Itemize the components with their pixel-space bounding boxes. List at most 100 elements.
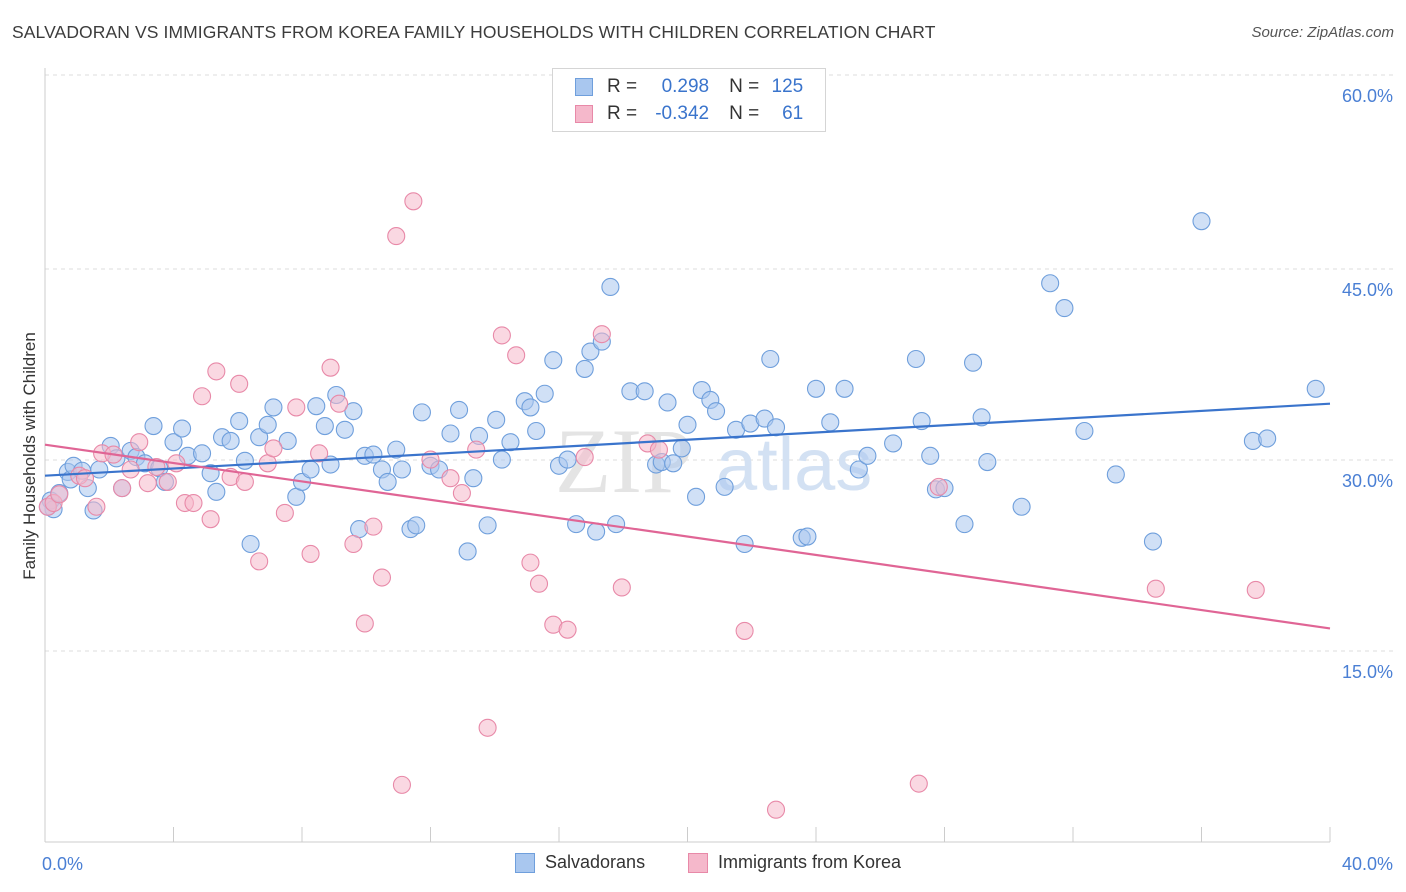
- bottom-legend-swatch-salvadorans: [515, 852, 535, 873]
- point-salvadoran: [821, 413, 840, 432]
- point-korea: [392, 775, 411, 794]
- point-korea: [235, 472, 254, 491]
- y-tick-label: 30.0%: [1342, 471, 1393, 491]
- point-korea: [310, 444, 329, 463]
- point-salvadoran: [278, 431, 297, 450]
- point-korea: [372, 568, 392, 587]
- y-tick-label: 15.0%: [1342, 662, 1393, 682]
- point-korea: [1246, 580, 1265, 599]
- point-salvadoran: [1192, 212, 1211, 231]
- point-salvadoran: [964, 353, 983, 372]
- point-salvadoran: [221, 431, 240, 450]
- point-korea: [264, 439, 283, 458]
- point-korea: [230, 374, 249, 393]
- point-salvadoran: [715, 477, 734, 496]
- bottom-legend-salvadorans: Salvadorans: [515, 852, 645, 873]
- point-salvadoran: [441, 424, 460, 443]
- point-salvadoran: [835, 379, 854, 398]
- point-salvadoran: [392, 460, 411, 479]
- source-label: Source: ZipAtlas.com: [1251, 24, 1394, 41]
- point-salvadoran: [315, 416, 334, 436]
- x-tick-label: 40.0%: [1342, 854, 1393, 874]
- point-korea: [184, 493, 203, 513]
- point-salvadoran: [978, 452, 997, 472]
- point-salvadoran: [601, 277, 620, 297]
- point-korea: [147, 457, 166, 477]
- point-korea: [766, 800, 786, 819]
- axes: [44, 68, 1331, 843]
- bottom-legend: Salvadorans Immigrants from Korea: [0, 852, 1406, 878]
- point-salvadoran: [858, 446, 877, 465]
- point-salvadoran: [672, 439, 691, 458]
- point-salvadoran: [492, 450, 511, 469]
- legend-r-value: -0.342: [655, 103, 710, 124]
- point-salvadoran: [1041, 274, 1060, 293]
- point-korea: [301, 544, 320, 563]
- point-korea: [909, 774, 928, 793]
- point-korea: [735, 621, 754, 640]
- point-salvadoran: [761, 349, 780, 369]
- point-salvadoran: [849, 460, 868, 479]
- bottom-legend-label: Immigrants from Korea: [718, 852, 902, 872]
- point-salvadoran: [766, 418, 786, 437]
- point-salvadoran: [678, 415, 697, 434]
- point-korea: [344, 534, 363, 554]
- point-salvadoran: [567, 515, 586, 534]
- point-salvadoran: [173, 419, 192, 438]
- point-salvadoran: [387, 440, 406, 459]
- point-korea: [207, 362, 226, 381]
- point-salvadoran: [707, 402, 726, 421]
- point-salvadoran: [241, 534, 260, 554]
- point-korea: [87, 497, 106, 516]
- point-korea: [529, 574, 549, 593]
- point-salvadoran: [527, 421, 546, 441]
- point-korea: [387, 227, 406, 246]
- point-salvadoran: [558, 450, 577, 469]
- point-salvadoran: [487, 410, 506, 429]
- point-salvadoran: [798, 527, 817, 546]
- point-salvadoran: [575, 359, 594, 378]
- trend-lines: [44, 402, 1331, 630]
- point-korea: [193, 387, 212, 406]
- point-salvadoran: [164, 433, 183, 452]
- point-salvadoran: [335, 420, 354, 439]
- point-salvadoran: [921, 446, 940, 465]
- point-korea: [558, 620, 577, 639]
- point-salvadoran: [364, 445, 383, 464]
- series-salvadorans: [38, 212, 1325, 561]
- point-korea: [113, 479, 132, 498]
- y-tick-label: 60.0%: [1342, 86, 1393, 106]
- point-korea: [158, 472, 177, 491]
- point-korea: [355, 614, 374, 633]
- point-korea: [250, 552, 269, 571]
- point-salvadoran: [664, 454, 683, 473]
- point-salvadoran: [884, 434, 903, 453]
- point-korea: [507, 346, 526, 365]
- trend-line-salvadorans: [44, 402, 1331, 477]
- point-salvadoran: [230, 412, 249, 431]
- legend: R = 0.298 N = 125 R = -0.342 N = 61: [552, 68, 826, 132]
- point-korea: [592, 325, 611, 344]
- point-korea: [521, 553, 540, 572]
- legend-swatch-salvadorans: [575, 78, 593, 96]
- point-salvadoran: [544, 351, 563, 370]
- point-salvadoran: [478, 516, 497, 535]
- legend-n-label: N =: [729, 76, 760, 97]
- point-salvadoran: [658, 393, 677, 412]
- legend-r-label: R =: [607, 76, 638, 97]
- point-salvadoran: [458, 542, 477, 561]
- legend-swatch-korea: [575, 105, 593, 123]
- point-salvadoran: [450, 400, 469, 419]
- point-salvadoran: [1306, 379, 1325, 398]
- point-salvadoran: [193, 444, 212, 463]
- point-salvadoran: [464, 469, 483, 488]
- point-korea: [575, 448, 594, 467]
- point-salvadoran: [1055, 299, 1074, 318]
- y-axis-label: Family Households with Children: [20, 332, 39, 580]
- chart-title: SALVADORAN VS IMMIGRANTS FROM KOREA FAMI…: [12, 22, 936, 42]
- point-korea: [287, 398, 306, 417]
- legend-r-label: R =: [607, 103, 638, 124]
- point-salvadoran: [235, 451, 254, 470]
- point-korea: [441, 469, 460, 488]
